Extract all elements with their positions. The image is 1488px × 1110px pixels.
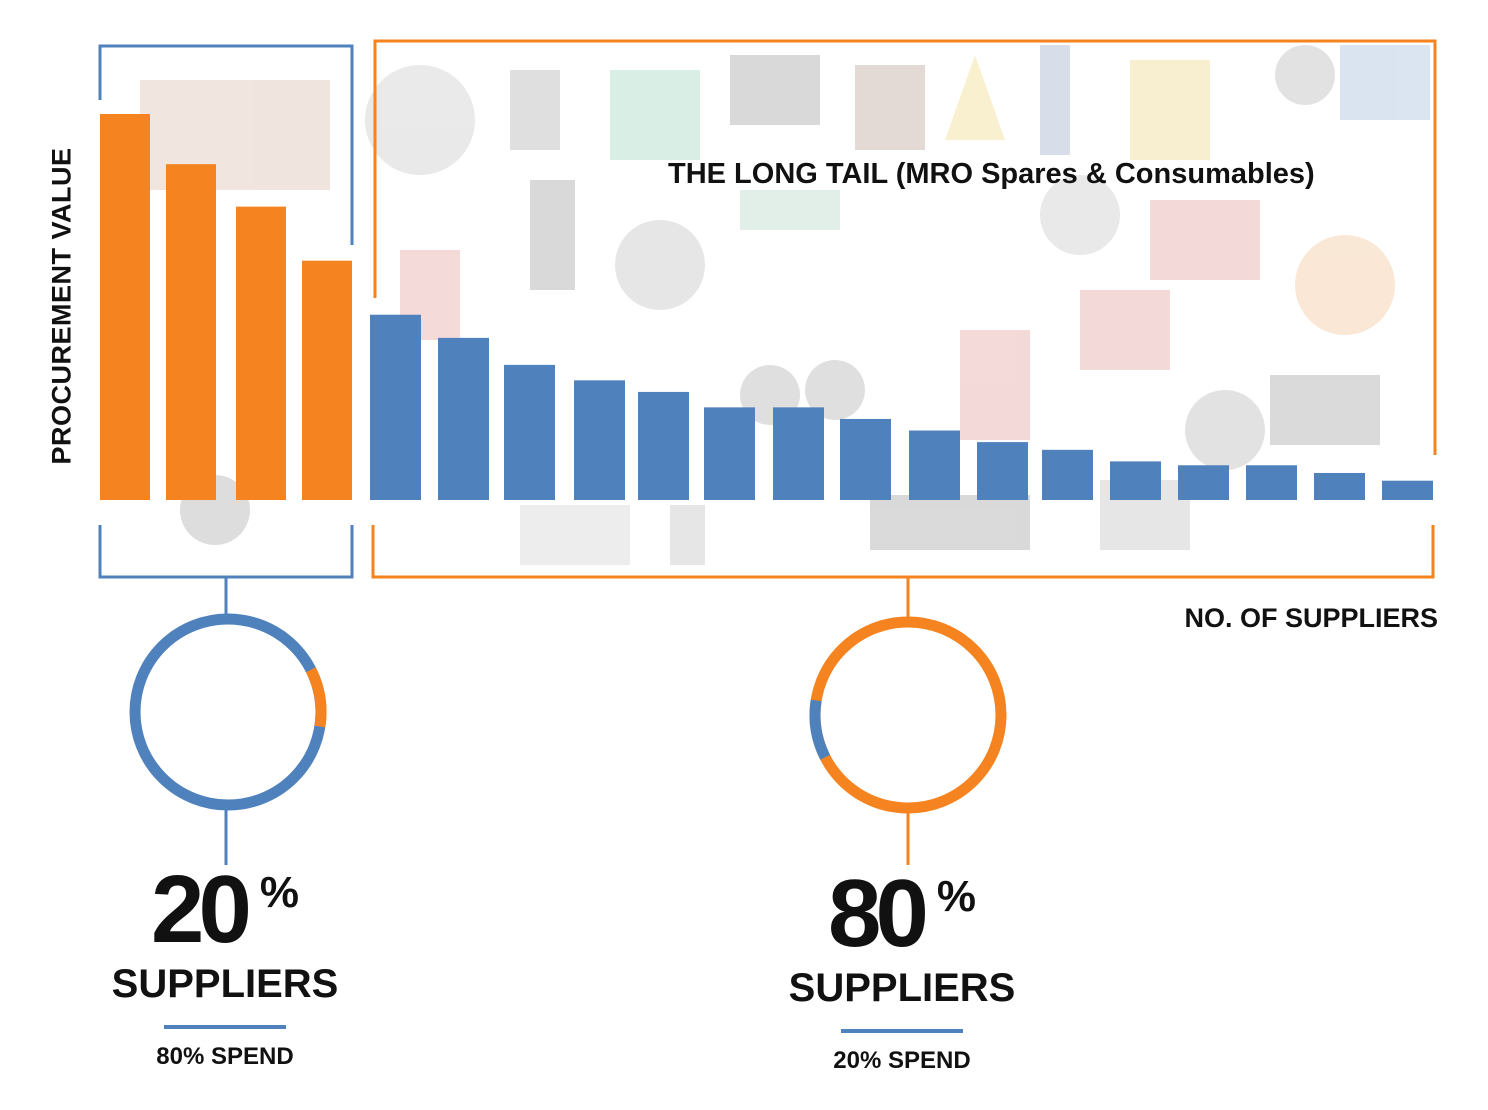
stat-label: SUPPLIERS bbox=[111, 962, 339, 1006]
bar-long-tail bbox=[1382, 480, 1433, 500]
donuts bbox=[129, 613, 1007, 814]
bar-long-tail bbox=[977, 442, 1028, 500]
stat-top-suppliers: 20% SUPPLIERS 80% SPEND bbox=[95, 862, 355, 1071]
drill-image bbox=[1130, 60, 1210, 160]
stat-divider bbox=[164, 1025, 286, 1029]
group-brackets bbox=[98, 39, 1437, 865]
motor-image bbox=[1340, 45, 1430, 120]
pipe-fitting-image bbox=[740, 190, 840, 230]
cylinder-image bbox=[530, 180, 575, 290]
donut-ring bbox=[809, 616, 1007, 814]
donut-accent-segment bbox=[809, 699, 831, 760]
bars bbox=[100, 114, 1433, 500]
long-tail-annotation: THE LONG TAIL (MRO Spares & Consumables) bbox=[668, 158, 1315, 190]
stat-spend: 20% SPEND bbox=[833, 1047, 971, 1074]
x-axis-label: NO. OF SUPPLIERS bbox=[1184, 603, 1438, 633]
stat-divider bbox=[841, 1029, 963, 1033]
bar-long-tail bbox=[504, 364, 555, 500]
bar-long-tail bbox=[638, 391, 689, 500]
fan-image bbox=[365, 65, 475, 175]
chuck-image bbox=[1185, 390, 1265, 470]
bar-long-tail bbox=[773, 407, 824, 500]
wood-stain-image bbox=[855, 65, 925, 150]
bar-top-supplier bbox=[236, 206, 286, 500]
grease-tube-image bbox=[1040, 45, 1070, 155]
bar-long-tail bbox=[1110, 461, 1161, 500]
bar-long-tail bbox=[909, 430, 960, 500]
stat-spend: 80% SPEND bbox=[156, 1043, 294, 1070]
toolkit-image bbox=[610, 70, 700, 160]
tail-bracket-lower bbox=[371, 525, 1435, 579]
bar-long-tail bbox=[1246, 465, 1297, 500]
bar-top-supplier bbox=[166, 164, 216, 500]
bar-long-tail bbox=[574, 380, 625, 500]
bar-long-tail bbox=[438, 337, 489, 500]
stat-percent: 80 bbox=[828, 860, 929, 967]
alternator-image bbox=[615, 220, 705, 310]
bar-long-tail bbox=[1314, 472, 1365, 500]
light-fixture-image bbox=[520, 505, 630, 565]
hard-hat-image bbox=[1295, 235, 1395, 335]
red-motor-image bbox=[1150, 200, 1260, 280]
floodlight-image bbox=[730, 55, 820, 125]
y-axis-label: PROCUREMENT VALUE bbox=[46, 147, 77, 465]
filter-image bbox=[1275, 45, 1335, 105]
stat-long-tail-suppliers: 80% SUPPLIERS 20% SPEND bbox=[772, 866, 1032, 1075]
stat-percent-sign: % bbox=[259, 868, 299, 917]
oil-bottle-image bbox=[670, 505, 705, 565]
bar-long-tail bbox=[704, 407, 755, 500]
wet-floor-sign-image bbox=[945, 55, 1005, 140]
toolbox-image bbox=[1270, 375, 1380, 445]
bar-long-tail bbox=[840, 418, 891, 500]
impeller-image bbox=[1040, 175, 1120, 255]
bar-long-tail bbox=[1178, 465, 1229, 500]
oil-can-image bbox=[960, 330, 1030, 440]
stat-label: SUPPLIERS bbox=[788, 966, 1016, 1010]
bar-top-supplier bbox=[100, 114, 150, 500]
pallet-jack-image bbox=[1080, 290, 1170, 370]
stat-percent-row: 20% bbox=[95, 862, 355, 958]
bar-long-tail bbox=[370, 314, 421, 500]
background-product-images bbox=[140, 45, 1430, 565]
oil-bottles-image bbox=[870, 495, 1030, 550]
bar-long-tail bbox=[1042, 449, 1093, 500]
donut-accent-segment bbox=[305, 667, 327, 728]
tail-bracket-upper bbox=[373, 39, 1437, 455]
top-bracket-upper bbox=[98, 44, 354, 245]
stat-percent-sign: % bbox=[936, 872, 976, 921]
donut-ring bbox=[129, 613, 327, 811]
stat-percent: 20 bbox=[151, 856, 252, 963]
lantern-image bbox=[510, 70, 560, 150]
wheel-image-2 bbox=[805, 360, 865, 420]
bar-top-supplier bbox=[302, 260, 352, 500]
stat-percent-row: 80% bbox=[772, 866, 1032, 962]
